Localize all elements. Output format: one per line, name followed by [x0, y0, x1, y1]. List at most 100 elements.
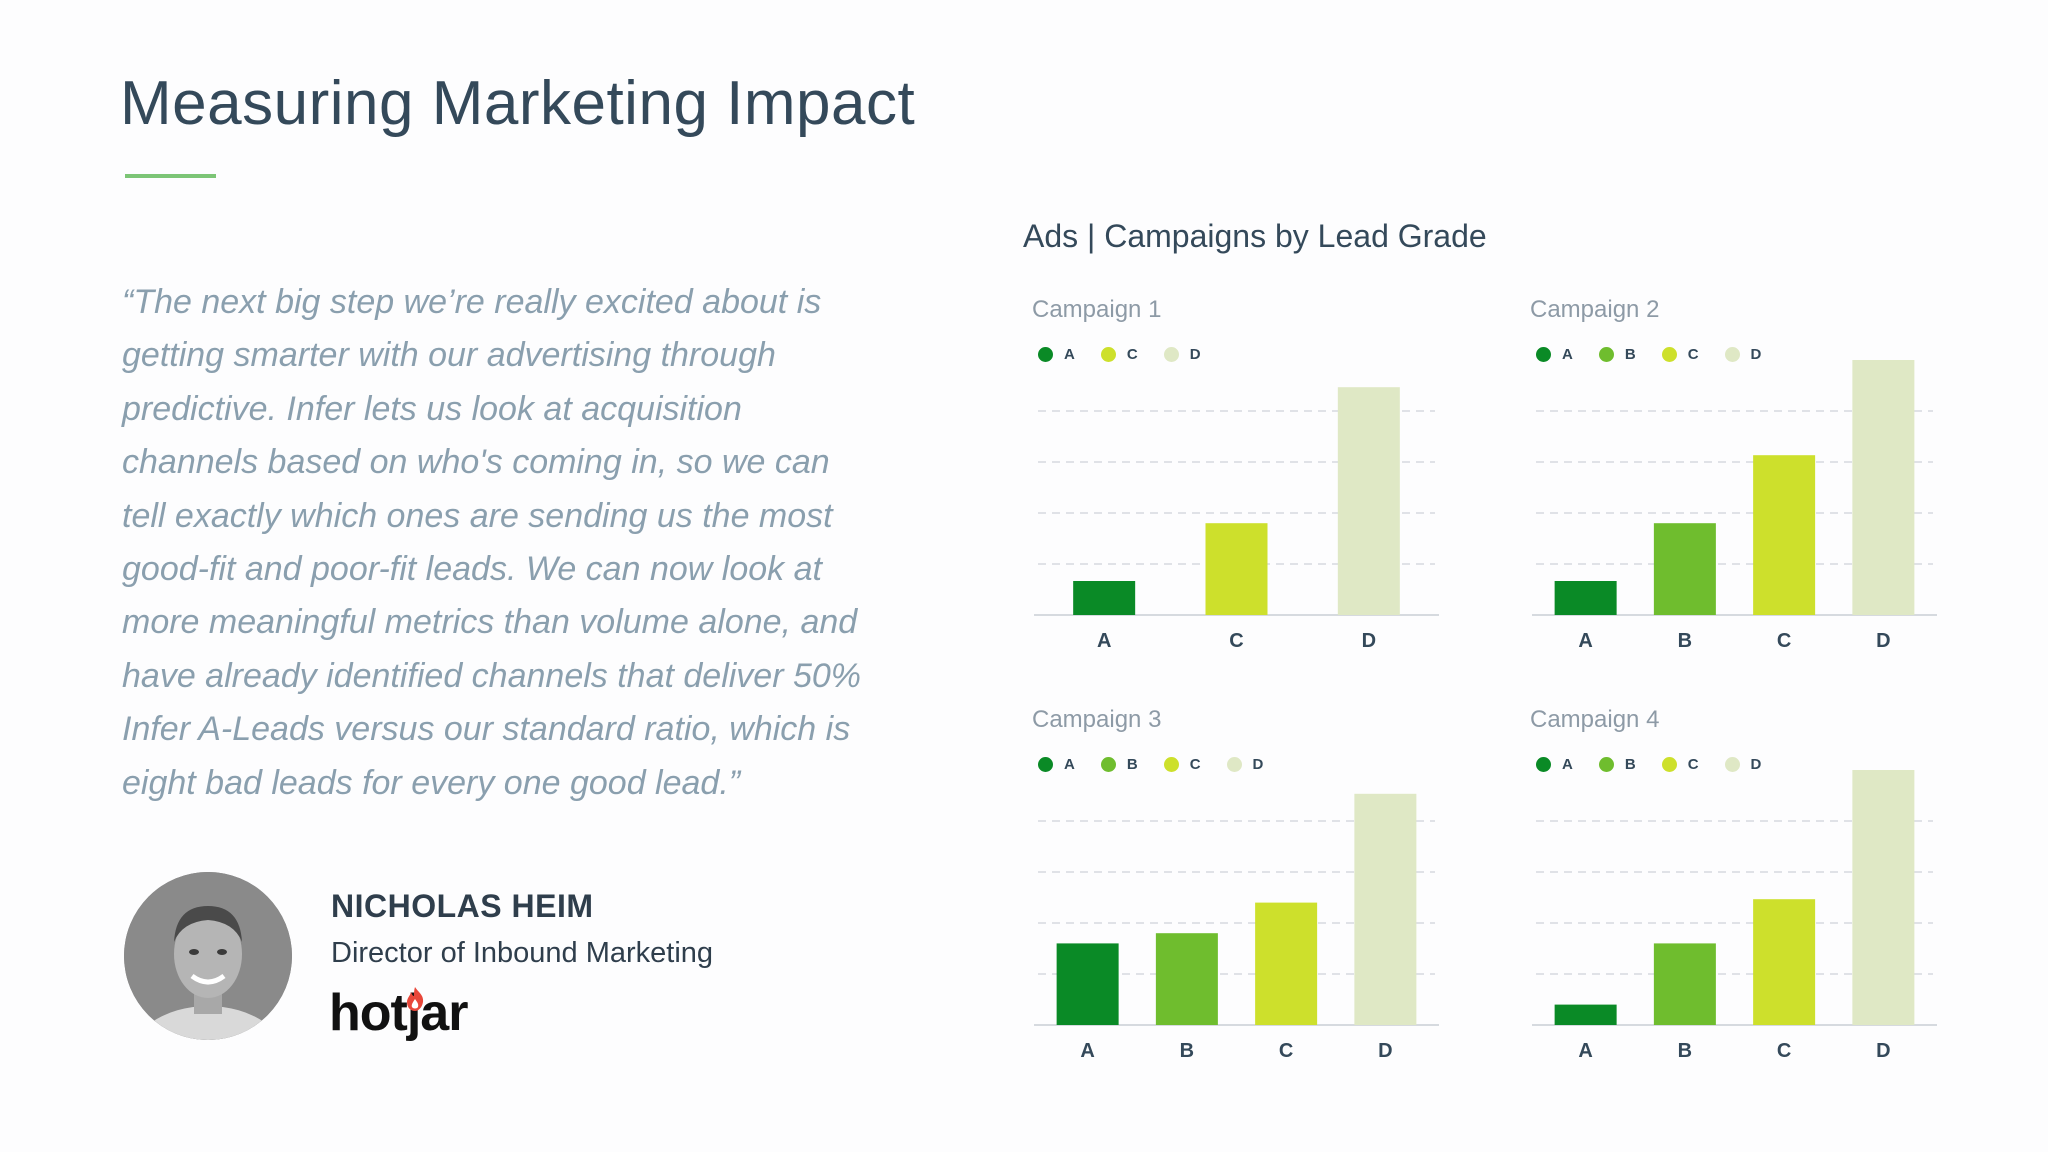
- legend-item: A: [1536, 346, 1573, 363]
- chart-legend: A B C D: [1038, 756, 1263, 773]
- quote-line: predictive. Infer lets us look at acquis…: [122, 389, 742, 428]
- x-tick-label: B: [1678, 630, 1692, 652]
- x-tick-label: A: [1097, 630, 1111, 652]
- quote-line: have already identified channels that de…: [122, 656, 862, 695]
- x-tick-label: C: [1777, 1040, 1791, 1062]
- legend-label: B: [1624, 756, 1636, 773]
- x-tick-label: B: [1678, 1040, 1692, 1062]
- legend-label: C: [1126, 346, 1138, 363]
- legend-label: A: [1562, 346, 1573, 363]
- legend-label: C: [1687, 756, 1699, 773]
- legend-swatch: [1038, 757, 1053, 772]
- legend-swatch: [1661, 347, 1677, 362]
- bar-b: [1653, 943, 1716, 1025]
- legend-label: A: [1562, 756, 1573, 773]
- legend-item: B: [1598, 756, 1636, 773]
- bar-a: [1056, 943, 1119, 1025]
- bar-a: [1554, 581, 1617, 615]
- bar-c: [1205, 523, 1268, 615]
- bar-d: [1852, 360, 1915, 615]
- legend-item: B: [1100, 756, 1138, 773]
- x-tick-label: D: [1362, 630, 1376, 652]
- title-underline: [125, 174, 216, 178]
- bar-a: [1073, 581, 1136, 615]
- legend-swatch: [1536, 347, 1551, 362]
- legend-label: B: [1126, 756, 1138, 773]
- x-tick-label: D: [1378, 1040, 1392, 1062]
- x-tick-label: C: [1777, 630, 1791, 652]
- x-tick-label: A: [1578, 630, 1592, 652]
- legend-swatch: [1226, 757, 1242, 772]
- legend-item: B: [1598, 346, 1636, 363]
- x-tick-label: D: [1876, 630, 1890, 652]
- quote-line: good-fit and poor-fit leads. We can now …: [122, 550, 822, 589]
- bar-c: [1255, 902, 1318, 1025]
- legend-item: D: [1226, 756, 1263, 773]
- legend-item: A: [1536, 756, 1573, 773]
- company-logo: hotjar: [329, 984, 468, 1042]
- legend-item: A: [1038, 346, 1075, 363]
- bar-c: [1753, 455, 1816, 615]
- chart-title: Campaign 4: [1530, 706, 1660, 733]
- bar-d: [1852, 770, 1915, 1025]
- legend-item: C: [1163, 756, 1201, 773]
- legend-label: C: [1189, 756, 1201, 773]
- chart-panel: Campaign 1 A C D A C D: [1023, 296, 1443, 652]
- x-tick-label: A: [1080, 1040, 1094, 1062]
- quote-line: tell exactly which ones are sending us t…: [122, 496, 833, 535]
- chart-legend: A B C D: [1536, 346, 1761, 363]
- legend-label: A: [1064, 756, 1075, 773]
- legend-label: A: [1064, 346, 1075, 363]
- legend-swatch: [1598, 347, 1614, 362]
- legend-swatch: [1598, 757, 1614, 772]
- x-tick-label: C: [1279, 1040, 1293, 1062]
- legend-item: D: [1724, 346, 1761, 363]
- legend-item: C: [1661, 346, 1699, 363]
- chart-legend: A B C D: [1536, 756, 1761, 773]
- quote-line: eight bad leads for every one good lead.…: [122, 763, 741, 802]
- bar-b: [1653, 523, 1716, 615]
- person-role: Director of Inbound Marketing: [331, 937, 714, 969]
- testimonial-quote: “The next big step we’re really excited …: [122, 276, 902, 810]
- x-tick-label: D: [1876, 1040, 1890, 1062]
- x-tick-label: C: [1229, 630, 1243, 652]
- x-tick-label: B: [1180, 1040, 1194, 1062]
- legend-swatch: [1536, 757, 1551, 772]
- quote-line: “The next big step we’re really excited …: [122, 283, 822, 321]
- chart-title: Campaign 3: [1032, 706, 1162, 733]
- chart-plot: A B C D: [1532, 360, 1937, 652]
- x-tick-label: A: [1578, 1040, 1592, 1062]
- bar-c: [1753, 899, 1816, 1025]
- chart-plot: A B C D: [1034, 793, 1439, 1062]
- legend-label: B: [1624, 346, 1636, 363]
- legend-swatch: [1163, 347, 1179, 362]
- legend-label: D: [1750, 756, 1762, 773]
- person-name: NICHOLAS HEIM: [331, 888, 594, 924]
- quote-line: channels based on who's coming in, so we…: [122, 443, 830, 482]
- chart-panel: Campaign 3 A B C D A B C D: [1023, 706, 1443, 1062]
- bar-d: [1354, 793, 1417, 1025]
- legend-label: D: [1189, 346, 1201, 363]
- chart-title: Campaign 2: [1530, 296, 1660, 323]
- bar-d: [1337, 387, 1400, 615]
- chart-plot: A B C D: [1532, 770, 1937, 1062]
- slide-title: Measuring Marketing Impact: [120, 69, 916, 138]
- legend-swatch: [1661, 757, 1677, 772]
- bar-b: [1155, 933, 1218, 1025]
- legend-swatch: [1100, 757, 1116, 772]
- chart-title: Campaign 1: [1032, 296, 1162, 323]
- quote-line: more meaningful metrics than volume alon…: [122, 603, 858, 642]
- legend-item: D: [1724, 756, 1762, 773]
- legend-item: C: [1661, 756, 1699, 773]
- legend-swatch: [1038, 347, 1053, 362]
- legend-swatch: [1724, 757, 1740, 772]
- legend-item: C: [1100, 346, 1138, 363]
- quote-line: Infer A-Leads versus our standard ratio,…: [122, 710, 851, 749]
- chart-panel: Campaign 2 A B C D A B C D: [1521, 296, 1941, 652]
- chart-panel: Campaign 4 A B C D A B C D: [1521, 706, 1941, 1062]
- quote-line: getting smarter with our advertising thr…: [122, 336, 776, 375]
- legend-swatch: [1163, 757, 1179, 772]
- legend-item: A: [1038, 756, 1075, 773]
